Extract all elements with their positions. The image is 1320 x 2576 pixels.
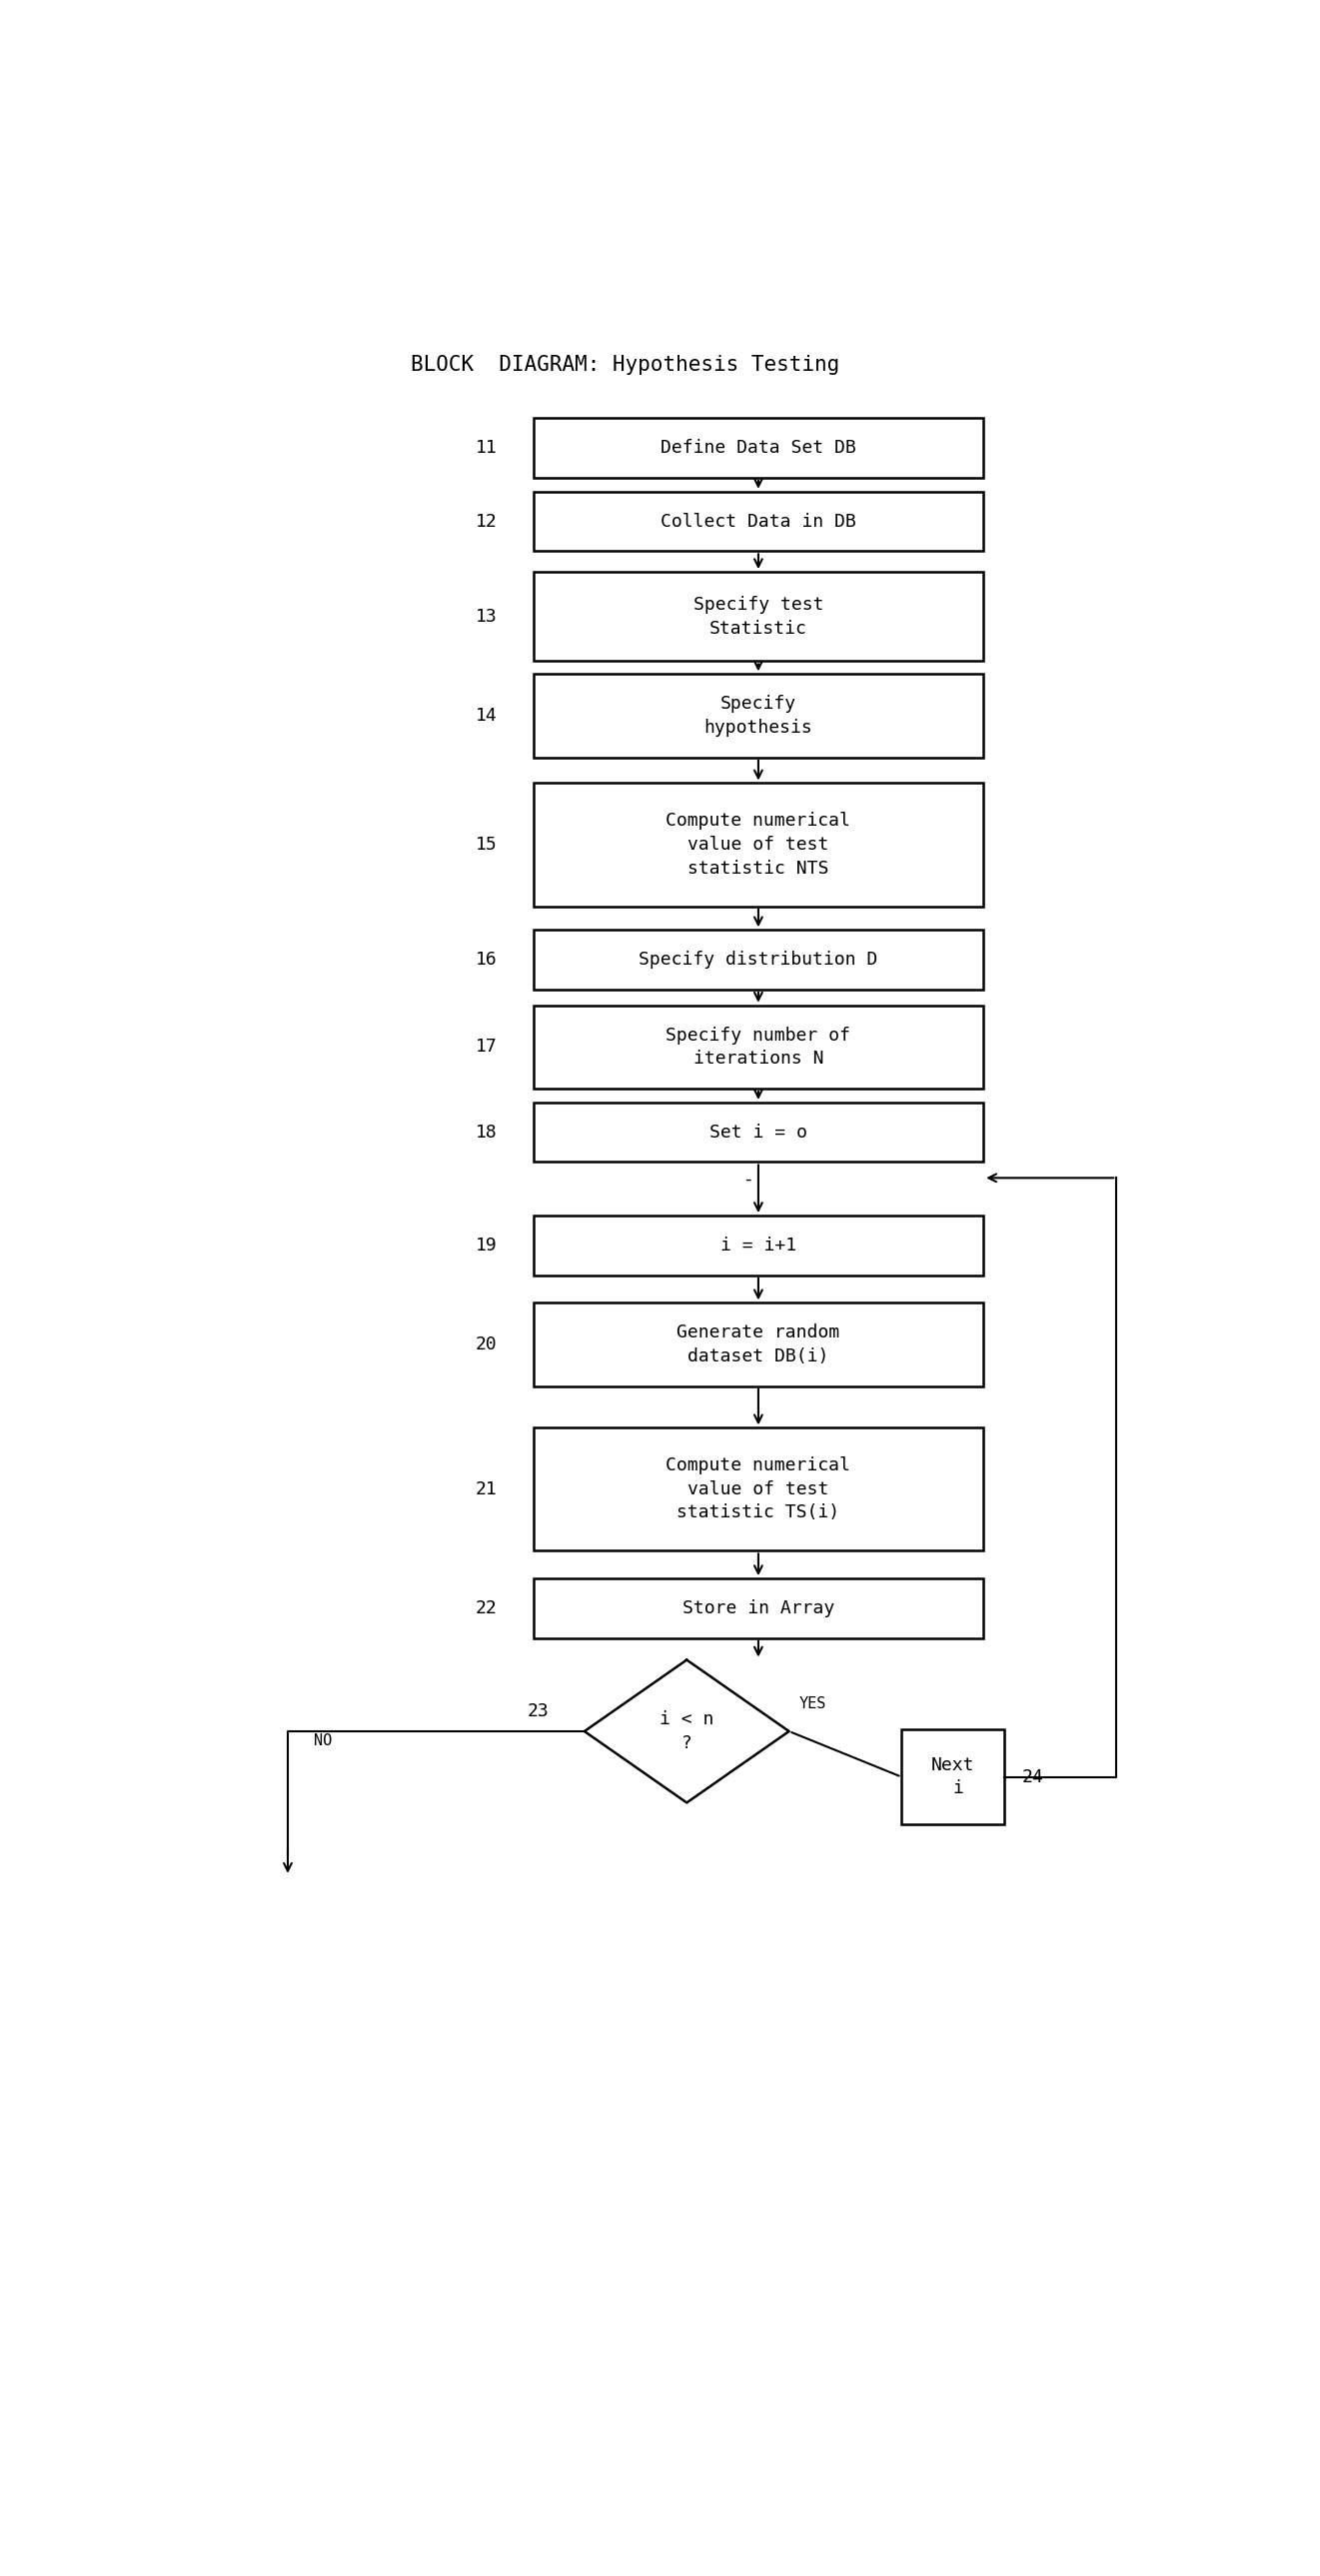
Text: 11: 11: [475, 438, 498, 456]
Text: BLOCK  DIAGRAM: Hypothesis Testing: BLOCK DIAGRAM: Hypothesis Testing: [411, 355, 840, 374]
Text: 13: 13: [475, 608, 498, 626]
Text: 17: 17: [475, 1038, 498, 1056]
Text: Set i = o: Set i = o: [709, 1123, 808, 1141]
Bar: [533, 930, 983, 989]
Text: 23: 23: [527, 1703, 549, 1721]
Text: -: -: [744, 1170, 751, 1188]
Bar: [533, 417, 983, 477]
Text: Compute numerical
value of test
statistic TS(i): Compute numerical value of test statisti…: [667, 1455, 850, 1522]
Bar: [533, 1216, 983, 1275]
Bar: [533, 1303, 983, 1386]
Text: Next
 i: Next i: [931, 1757, 974, 1798]
Text: YES: YES: [800, 1698, 826, 1710]
Text: Store in Array: Store in Array: [682, 1600, 834, 1618]
Bar: [533, 1005, 983, 1090]
Text: 14: 14: [475, 706, 498, 724]
Bar: [533, 1427, 983, 1551]
Bar: [533, 1579, 983, 1638]
Text: 18: 18: [475, 1123, 498, 1141]
Text: NO: NO: [313, 1734, 331, 1749]
Text: 21: 21: [475, 1481, 498, 1499]
Text: 20: 20: [475, 1334, 498, 1352]
Text: Define Data Set DB: Define Data Set DB: [660, 438, 857, 456]
Text: Compute numerical
value of test
statistic NTS: Compute numerical value of test statisti…: [667, 811, 850, 878]
Text: 22: 22: [475, 1600, 498, 1618]
Bar: [533, 572, 983, 662]
Text: i = i+1: i = i+1: [721, 1236, 796, 1255]
Text: i < n
?: i < n ?: [660, 1710, 714, 1752]
Bar: [533, 783, 983, 907]
Text: Specify
hypothesis: Specify hypothesis: [704, 696, 813, 737]
Text: 19: 19: [475, 1236, 498, 1255]
Text: 16: 16: [475, 951, 498, 969]
Text: 24: 24: [1022, 1767, 1044, 1785]
Bar: [902, 1728, 1003, 1824]
Text: Generate random
dataset DB(i): Generate random dataset DB(i): [677, 1324, 840, 1365]
Text: Specify number of
iterations N: Specify number of iterations N: [667, 1025, 850, 1069]
Text: Specify test
Statistic: Specify test Statistic: [693, 595, 824, 636]
Bar: [533, 492, 983, 551]
Text: Collect Data in DB: Collect Data in DB: [660, 513, 857, 531]
Text: Specify distribution D: Specify distribution D: [639, 951, 878, 969]
Text: 15: 15: [475, 835, 498, 853]
Text: 12: 12: [475, 513, 498, 531]
Bar: [533, 1103, 983, 1162]
Bar: [533, 675, 983, 757]
